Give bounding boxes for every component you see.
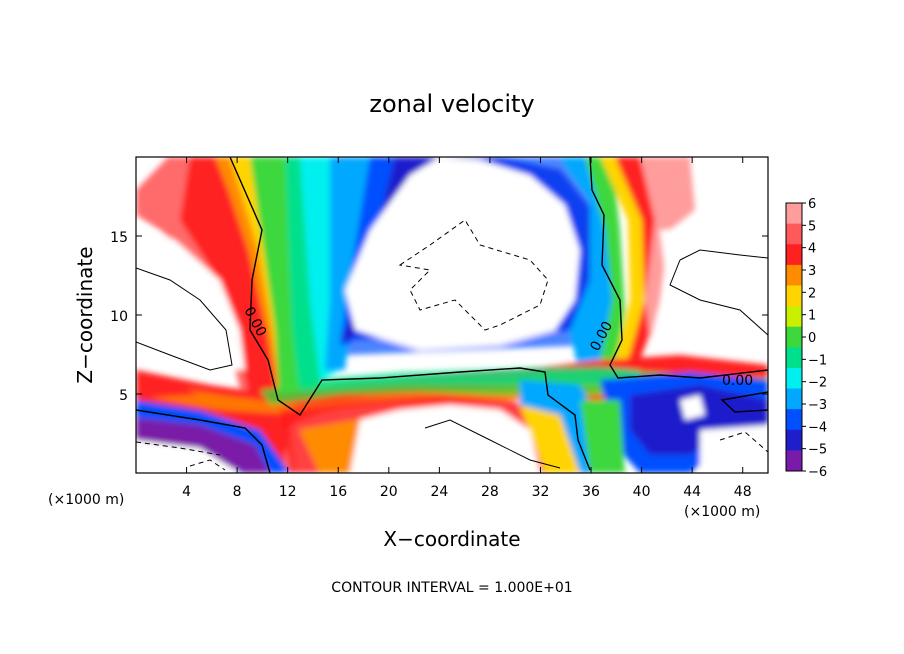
colorbar-swatch — [786, 429, 802, 451]
y-tick-label: 10 — [110, 309, 128, 325]
velocity-field — [136, 157, 768, 473]
colorbar-label: −2 — [808, 376, 827, 391]
colorbar-swatch — [786, 409, 802, 431]
x-unit-label-right: (×1000 m) — [684, 504, 760, 520]
colorbar-swatch — [786, 347, 802, 369]
x-tick-label: 40 — [633, 484, 651, 500]
colorbar-label: −6 — [808, 465, 827, 480]
colorbar-swatch — [786, 367, 802, 390]
y-tick-label: 15 — [110, 230, 128, 246]
colorbar-label: 4 — [808, 242, 816, 257]
colorbar-swatch — [786, 223, 802, 245]
colorbar-swatch — [786, 203, 802, 225]
y-axis: 5 10 15 — [110, 230, 768, 404]
colorbar: 6 5 4 3 2 1 0 −1 −2 −3 −4 −5 −6 — [785, 197, 827, 480]
colorbar-label: −3 — [808, 398, 827, 413]
colorbar-label: 1 — [808, 309, 816, 324]
x-tick-label: 24 — [430, 484, 448, 500]
x-tick-label: 36 — [582, 484, 600, 500]
x-tick-label: 12 — [279, 484, 297, 500]
x-axis: 4 8 12 16 20 24 28 32 36 40 44 48 — [182, 157, 752, 500]
colorbar-swatch — [786, 306, 802, 328]
colorbar-swatch — [786, 326, 802, 348]
colorbar-swatch — [786, 264, 802, 286]
colorbar-label: 5 — [808, 219, 816, 234]
colorbar-swatch — [786, 388, 802, 410]
x-tick-label: 44 — [683, 484, 701, 500]
x-axis-label: X−coordinate — [383, 527, 520, 551]
colorbar-swatch — [786, 244, 802, 266]
contour-label: 0.00 — [722, 373, 753, 389]
colorbar-label: 2 — [808, 286, 816, 301]
contour-interval-note: CONTOUR INTERVAL = 1.000E+01 — [331, 580, 572, 596]
colorbar-label: 3 — [808, 264, 816, 279]
x-tick-label: 48 — [734, 484, 752, 500]
colorbar-swatch — [786, 450, 802, 472]
y-tick-label: 5 — [119, 388, 128, 404]
x-tick-label: 16 — [329, 484, 347, 500]
colorbar-label: 0 — [808, 331, 816, 346]
colorbar-label: −1 — [808, 353, 827, 368]
colorbar-label: −4 — [808, 420, 827, 435]
x-tick-label: 4 — [182, 484, 191, 500]
y-axis-label: Z−coordinate — [73, 246, 97, 383]
x-unit-label: (×1000 m) — [48, 492, 124, 508]
colorbar-label: 6 — [808, 197, 816, 212]
x-tick-label: 8 — [233, 484, 242, 500]
colorbar-label: −5 — [808, 443, 827, 458]
x-tick-label: 28 — [481, 484, 499, 500]
x-tick-label: 20 — [380, 484, 398, 500]
colorbar-swatch — [786, 285, 802, 307]
x-tick-label: 32 — [532, 484, 550, 500]
chart-title: zonal velocity — [369, 90, 534, 118]
